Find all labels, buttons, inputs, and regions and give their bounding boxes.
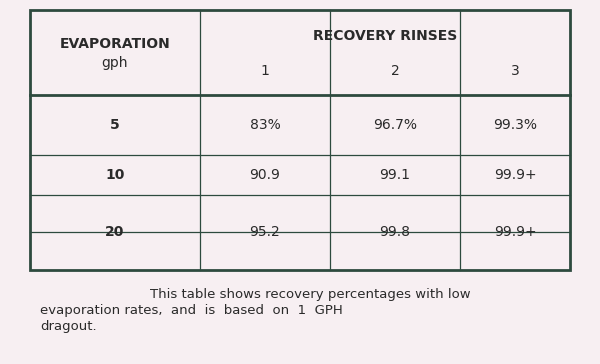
Bar xyxy=(30,95,200,155)
Text: RECOVERY RINSES: RECOVERY RINSES xyxy=(313,28,457,43)
Bar xyxy=(200,155,330,195)
Text: 83%: 83% xyxy=(250,118,280,132)
Bar xyxy=(330,155,460,195)
Text: dragout.: dragout. xyxy=(40,320,97,333)
Text: EVAPORATION: EVAPORATION xyxy=(59,37,170,51)
Text: 2: 2 xyxy=(391,64,400,78)
Bar xyxy=(200,195,330,270)
Text: gph: gph xyxy=(102,55,128,70)
Bar xyxy=(30,155,200,195)
Bar xyxy=(460,195,570,270)
Bar xyxy=(460,155,570,195)
Text: This table shows recovery percentages with low: This table shows recovery percentages wi… xyxy=(149,288,470,301)
Text: 90.9: 90.9 xyxy=(250,168,280,182)
Text: 99.8: 99.8 xyxy=(380,226,410,240)
Bar xyxy=(200,95,330,155)
Text: 5: 5 xyxy=(110,118,120,132)
Text: 10: 10 xyxy=(106,168,125,182)
Text: 3: 3 xyxy=(511,64,520,78)
Text: 99.3%: 99.3% xyxy=(493,118,537,132)
Text: 20: 20 xyxy=(106,226,125,240)
Bar xyxy=(30,10,570,270)
Text: 99.1: 99.1 xyxy=(380,168,410,182)
Text: 1: 1 xyxy=(260,64,269,78)
Bar xyxy=(200,10,330,95)
Bar xyxy=(330,195,460,270)
Bar xyxy=(30,10,200,95)
Bar xyxy=(460,95,570,155)
Text: 99.9+: 99.9+ xyxy=(494,168,536,182)
Text: 95.2: 95.2 xyxy=(250,226,280,240)
Bar xyxy=(330,10,460,95)
Text: evaporation rates,  and  is  based  on  1  GPH: evaporation rates, and is based on 1 GPH xyxy=(40,304,343,317)
Bar xyxy=(330,95,460,155)
Text: 99.9+: 99.9+ xyxy=(494,226,536,240)
Text: 96.7%: 96.7% xyxy=(373,118,417,132)
Bar xyxy=(460,10,570,95)
Bar xyxy=(30,195,200,270)
